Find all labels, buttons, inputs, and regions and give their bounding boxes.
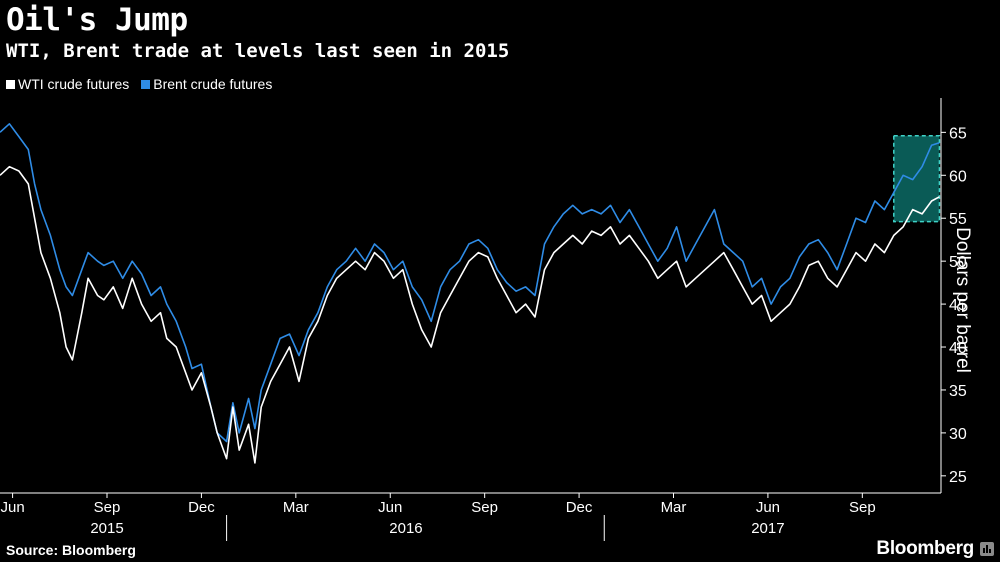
source-note: Source: Bloomberg — [6, 542, 136, 558]
legend-swatch-wti — [6, 79, 15, 89]
x-tick-label: Mar — [283, 499, 309, 516]
x-tick-label: Dec — [566, 499, 593, 516]
legend-label-brent: Brent crude futures — [153, 76, 273, 92]
x-tick-label: Dec — [188, 499, 215, 516]
legend-label-wti: WTI crude futures — [18, 76, 130, 92]
y-tick-label: 30 — [949, 426, 967, 443]
year-label: 2015 — [90, 520, 123, 537]
y-tick-label: 40 — [949, 340, 967, 357]
chart-title: Oil's Jump — [6, 2, 188, 38]
x-tick-label: Sep — [849, 499, 876, 516]
series-line-wti — [0, 165, 940, 464]
x-tick-label: Jun — [756, 499, 780, 516]
chart-subtitle: WTI, Brent trade at levels last seen in … — [6, 40, 510, 62]
legend-swatch-brent — [141, 79, 151, 89]
legend: WTI crude futures Brent crude futures — [6, 76, 272, 92]
series-line-brent — [0, 123, 940, 443]
x-tick-label: Jun — [0, 499, 24, 516]
x-tick-label: Mar — [661, 499, 687, 516]
brand-logo: Bloomberg — [876, 538, 974, 559]
y-tick-label: 55 — [949, 211, 967, 228]
legend-item-wti: WTI crude futures — [6, 76, 129, 92]
y-tick-label: 50 — [949, 254, 967, 271]
y-tick-label: 65 — [949, 125, 967, 142]
x-tick-label: Jun — [378, 499, 402, 516]
y-tick-label: 35 — [949, 383, 967, 400]
year-label: 2017 — [751, 520, 784, 537]
y-tick-label: 60 — [949, 168, 967, 185]
bar-chart-icon — [980, 542, 994, 556]
year-label: 2016 — [389, 520, 422, 537]
y-axis-label: Dollars per barrel — [952, 227, 973, 373]
y-tick-label: 25 — [949, 469, 967, 486]
x-tick-label: Sep — [94, 499, 121, 516]
legend-item-brent: Brent crude futures — [141, 76, 272, 92]
y-tick-label: 45 — [949, 297, 967, 314]
x-tick-label: Sep — [471, 499, 498, 516]
